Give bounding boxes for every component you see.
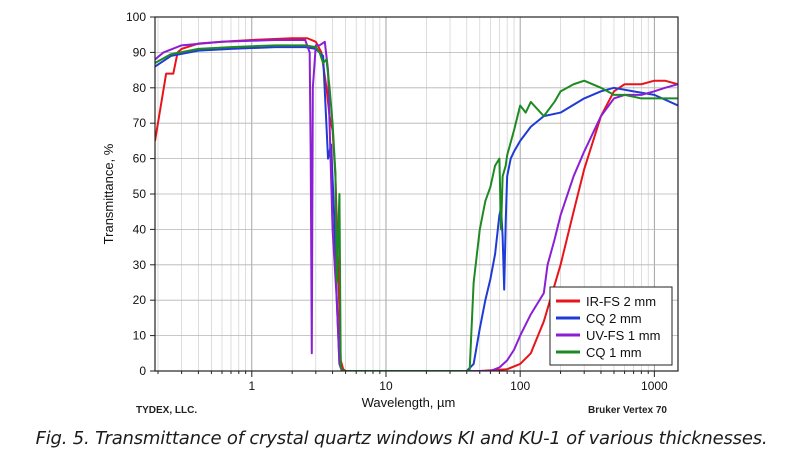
y-tick-label: 10 bbox=[133, 329, 147, 343]
y-tick-label: 50 bbox=[133, 187, 147, 201]
y-tick-label: 60 bbox=[133, 152, 147, 166]
footer-right-label: Bruker Vertex 70 bbox=[588, 405, 667, 416]
legend-label: CQ 2 mm bbox=[586, 311, 642, 326]
series-line-uv-fs-1-mm bbox=[155, 39, 678, 371]
footer-left-label: TYDEX, LLC. bbox=[136, 405, 198, 416]
legend-label: CQ 1 mm bbox=[586, 345, 642, 360]
y-axis-title: Transmittance, % bbox=[101, 143, 116, 244]
y-tick-label: 40 bbox=[133, 222, 147, 236]
legend: IR-FS 2 mm CQ 2 mm UV-FS 1 mm CQ 1 mm bbox=[549, 286, 673, 366]
legend-label: UV-FS 1 mm bbox=[586, 328, 660, 343]
x-tick-label: 10 bbox=[379, 379, 393, 393]
series-group bbox=[155, 37, 678, 371]
y-tick-label: 30 bbox=[133, 258, 147, 272]
figure-caption: Fig. 5. Transmittance of crystal quartz … bbox=[35, 428, 768, 449]
chart-svg: 1 10 100 1000 0 10 20 30 40 50 60 70 80 90 100 Waveleng… bbox=[101, 10, 679, 410]
x-tick-label: 1 bbox=[248, 379, 255, 393]
y-tick-label: 80 bbox=[133, 81, 147, 95]
x-tick-label: 100 bbox=[510, 379, 530, 393]
y-tick-label: 0 bbox=[139, 364, 146, 378]
y-tick-label: 70 bbox=[133, 116, 147, 130]
legend-label: IR-FS 2 mm bbox=[586, 294, 656, 309]
series-line-cq-1-mm bbox=[155, 44, 678, 371]
y-tick-label: 90 bbox=[133, 45, 147, 59]
y-tick-label: 20 bbox=[133, 293, 147, 307]
x-tick-label: 1000 bbox=[641, 379, 668, 393]
chart: 1 10 100 1000 0 10 20 30 40 50 60 70 80 90 100 Waveleng… bbox=[101, 10, 679, 410]
y-tick-label: 100 bbox=[126, 10, 146, 24]
x-axis-title: Wavelength, µm bbox=[362, 395, 456, 410]
